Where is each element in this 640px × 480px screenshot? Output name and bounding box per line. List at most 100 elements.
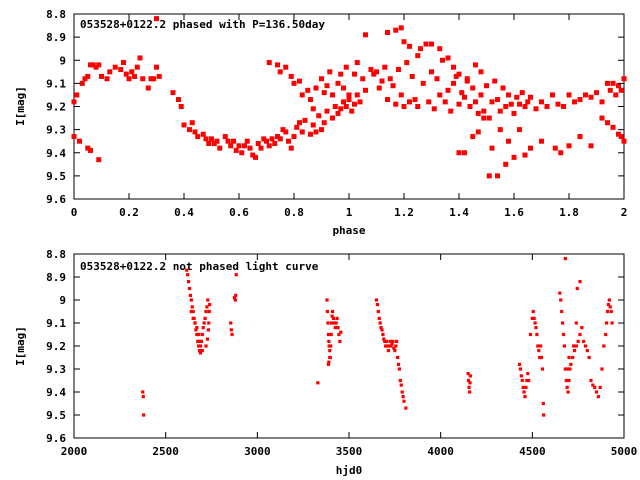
data-point: [522, 104, 528, 109]
unphased-y-axis: 8.8 8.9 9 9.1 9.2 9.3 9.4 9.5 9.6: [46, 248, 624, 445]
data-point: [330, 92, 335, 98]
data-point: [123, 71, 129, 77]
data-point: [599, 115, 605, 121]
data-point: [225, 138, 231, 144]
data-point: [338, 339, 342, 343]
x-tick-label: 4000: [427, 445, 454, 458]
data-point: [456, 150, 462, 156]
data-point: [582, 339, 586, 343]
y-tick-label: 9.6: [46, 432, 66, 445]
data-point: [239, 150, 245, 156]
data-point: [363, 32, 368, 38]
y-tick-label: 9.3: [46, 124, 66, 137]
data-point: [415, 53, 421, 59]
x-tick-label: 5000: [611, 445, 638, 458]
data-point: [384, 339, 389, 343]
data-point: [194, 328, 198, 332]
data-point: [234, 273, 238, 277]
data-point: [400, 390, 404, 394]
data-point: [330, 314, 334, 318]
data-point: [528, 145, 533, 151]
data-point: [148, 76, 154, 82]
data-point: [209, 136, 214, 142]
data-point: [431, 106, 437, 112]
data-point: [593, 385, 597, 389]
data-point: [112, 64, 118, 70]
data-point: [468, 374, 472, 378]
y-tick-label: 9.2: [46, 101, 66, 114]
data-point: [352, 101, 357, 107]
data-point: [205, 337, 210, 341]
data-point: [379, 326, 383, 330]
x-tick-label: 0.6: [229, 206, 249, 219]
data-point: [577, 134, 583, 140]
data-point: [396, 362, 401, 366]
data-point: [558, 291, 562, 295]
data-point: [330, 115, 335, 121]
data-point: [186, 273, 190, 277]
data-point: [613, 92, 619, 98]
data-point: [566, 143, 572, 149]
data-point: [186, 280, 191, 284]
data-point: [132, 73, 137, 79]
data-point: [247, 145, 253, 151]
data-point: [600, 367, 604, 371]
data-point: [542, 413, 546, 417]
data-point: [559, 298, 563, 302]
x-tick-label: 2500: [152, 445, 179, 458]
data-point: [242, 143, 247, 149]
y-tick-label: 9.5: [46, 170, 66, 183]
data-point: [466, 378, 471, 383]
data-point: [349, 108, 355, 114]
data-point: [561, 104, 566, 109]
data-point: [327, 339, 331, 343]
data-point: [178, 104, 184, 109]
data-point: [486, 173, 492, 179]
data-point: [206, 298, 210, 302]
unphased-y-axis-label: I[mag]: [14, 326, 27, 366]
data-point: [308, 97, 313, 103]
data-point: [589, 378, 593, 383]
y-tick-label: 9.5: [46, 409, 66, 422]
data-point: [346, 97, 352, 103]
data-point: [234, 293, 238, 297]
data-point: [517, 101, 522, 107]
data-point: [437, 92, 443, 98]
data-point: [395, 339, 399, 343]
data-point: [393, 27, 399, 33]
data-point: [77, 138, 82, 144]
data-point: [475, 110, 481, 116]
data-point: [588, 143, 594, 149]
data-point: [376, 309, 380, 314]
data-point: [528, 94, 533, 100]
data-point: [540, 367, 545, 371]
data-point: [305, 87, 311, 93]
data-point: [391, 339, 395, 343]
data-point: [390, 83, 396, 89]
data-point: [519, 90, 525, 96]
data-point: [563, 257, 567, 261]
data-point: [571, 355, 575, 360]
data-point: [176, 97, 181, 103]
data-point: [341, 85, 346, 91]
data-point: [211, 141, 217, 146]
data-point: [310, 106, 316, 112]
data-point: [382, 337, 386, 341]
data-point: [382, 64, 388, 70]
data-point: [503, 161, 509, 167]
data-point: [374, 298, 379, 302]
data-point: [204, 344, 208, 348]
data-point: [565, 367, 569, 371]
data-point: [197, 344, 201, 348]
data-point: [294, 124, 300, 130]
data-point: [286, 138, 291, 144]
data-point: [566, 390, 570, 394]
data-point: [354, 60, 360, 66]
data-point: [495, 97, 500, 103]
data-point: [522, 152, 528, 158]
data-point: [456, 101, 462, 107]
data-point: [604, 332, 608, 337]
data-point: [74, 92, 80, 98]
data-point: [569, 362, 573, 366]
